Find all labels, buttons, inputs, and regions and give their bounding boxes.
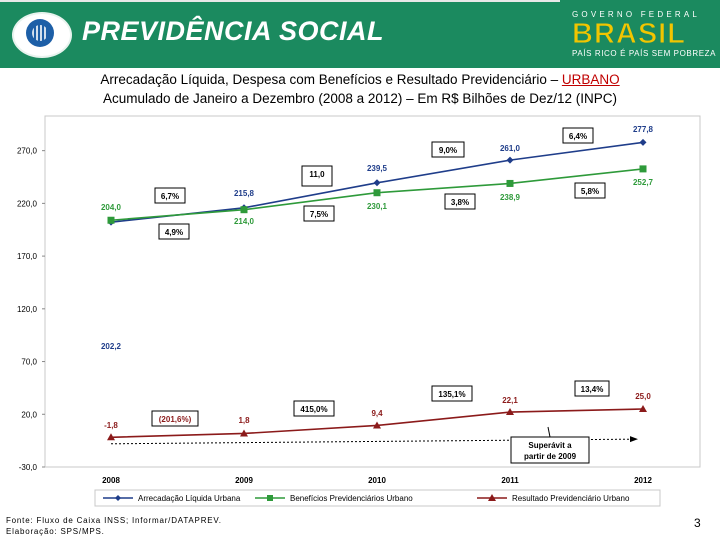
chart-subtitle: Acumulado de Janeiro a Dezembro (2008 a … xyxy=(102,91,617,106)
data-label-2-0: -1,8 xyxy=(104,421,118,430)
growth-box xyxy=(154,187,186,204)
legend-box xyxy=(94,489,661,507)
data-point-arrecadacao xyxy=(639,138,647,146)
footer-source: Fonte: Fluxo de Caixa INSS; Informar/DAT… xyxy=(6,516,222,525)
growth-box xyxy=(444,193,476,210)
header-bar: PREVIDÊNCIA SOCIAL GOVERNO FEDERAL BRASI… xyxy=(0,0,720,68)
growth-box xyxy=(574,182,606,199)
brand-title: PREVIDÊNCIA SOCIAL xyxy=(82,16,385,46)
data-point-beneficios xyxy=(639,165,647,173)
x-tick-label: 2012 xyxy=(634,476,652,485)
legend-label-0: Arrecadação Líquida Urbana xyxy=(138,494,241,503)
growth-box xyxy=(431,385,473,402)
x-tick-label: 2009 xyxy=(235,476,253,485)
chart-svg: -30,0 20,0 70,0 120,0 170,0 220,0 270,0 2008 200… xyxy=(17,115,701,507)
growth-box-label: 6,7% xyxy=(161,192,179,201)
trend-arrow-line xyxy=(110,438,633,445)
growth-box xyxy=(303,205,335,222)
y-tick-label: 220,0 xyxy=(17,199,38,208)
growth-box xyxy=(574,380,610,397)
legend-label-1: Benefícios Previdenciários Urbano xyxy=(290,494,413,503)
chart-title: Arrecadação Líquida, Despesa com Benefíc… xyxy=(0,72,720,87)
superavit-pointer xyxy=(547,426,551,438)
growth-box xyxy=(151,410,199,427)
growth-box xyxy=(301,165,333,187)
growth-box xyxy=(158,223,190,240)
data-label-2-2: 9,4 xyxy=(371,409,383,418)
growth-box-label: 3,8% xyxy=(451,198,469,207)
growth-box-label: (201,6%) xyxy=(159,415,192,424)
growth-box-label: 6,4% xyxy=(569,132,587,141)
legend-label-2: Resultado Previdenciário Urbano xyxy=(512,494,630,503)
data-label-0-4: 277,8 xyxy=(633,125,654,134)
data-point-resultado xyxy=(373,421,381,429)
growth-box-label: 9,0% xyxy=(439,146,457,155)
superavit-line-2: partir de 2009 xyxy=(524,452,577,461)
y-tick-label: 270,0 xyxy=(17,147,38,156)
data-label-2-3: 22,1 xyxy=(502,396,518,405)
x-tick-label: 2011 xyxy=(501,476,519,485)
data-point-resultado xyxy=(107,433,115,441)
data-label-2-4: 25,0 xyxy=(635,392,651,401)
growth-box-label: 11,0 xyxy=(309,170,325,179)
data-label-1-2: 230,1 xyxy=(367,202,388,211)
growth-box-label: 7,5% xyxy=(310,210,328,219)
data-point-resultado xyxy=(506,408,514,416)
gov-federal-label: GOVERNO FEDERAL xyxy=(572,10,701,19)
legend-marker-arrecadacao xyxy=(115,495,121,501)
plot-area xyxy=(44,115,701,468)
legend-marker-resultado xyxy=(488,494,496,501)
previdencia-logo-grid-icon xyxy=(26,19,54,47)
chart-title-highlight: URBANO xyxy=(561,72,620,87)
y-tick-label: 70,0 xyxy=(21,358,37,367)
growth-box-label: 4,9% xyxy=(165,228,183,237)
chart-title-prefix: Arrecadação Líquida, Despesa com Benefíc… xyxy=(100,72,562,87)
data-point-beneficios xyxy=(107,216,115,224)
y-tick-label: 20,0 xyxy=(21,410,37,419)
growth-box-label: 415,0% xyxy=(300,405,327,414)
data-point-beneficios xyxy=(373,189,381,197)
data-point-beneficios xyxy=(506,179,514,187)
data-point-arrecadacao xyxy=(506,156,514,164)
page-number: 3 xyxy=(694,516,701,530)
data-point-resultado xyxy=(639,405,647,413)
y-tick-label: -30,0 xyxy=(19,463,38,472)
data-label-2-1: 1,8 xyxy=(238,416,250,425)
y-tick-label: 170,0 xyxy=(17,252,38,261)
trend-arrowhead xyxy=(630,436,638,443)
growth-box xyxy=(431,141,465,158)
data-label-0-2: 239,5 xyxy=(367,164,388,173)
growth-box-label: 135,1% xyxy=(438,390,465,399)
data-point-beneficios xyxy=(240,206,248,214)
y-tick-label: 120,0 xyxy=(17,305,38,314)
data-point-resultado xyxy=(240,429,248,437)
gov-slogan: PAÍS RICO É PAÍS SEM POBREZA xyxy=(572,49,717,58)
data-label-1-4: 252,7 xyxy=(633,178,654,187)
superavit-line-1: Superávit a xyxy=(528,441,572,450)
x-tick-label: 2008 xyxy=(102,476,120,485)
data-label-1-3: 238,9 xyxy=(500,193,521,202)
header-stripe xyxy=(0,0,560,2)
footer-elaboration: Elaboração: SPS/MPS. xyxy=(6,527,105,536)
x-tick-label: 2010 xyxy=(368,476,386,485)
growth-box-label: 13,4% xyxy=(581,385,604,394)
data-label-1-1: 214,0 xyxy=(234,217,255,226)
legend-marker-beneficios xyxy=(267,495,273,501)
gov-brasil-logo: BRASIL xyxy=(572,18,686,51)
data-point-arrecadacao xyxy=(373,179,381,187)
data-label-0-1: 215,8 xyxy=(234,189,255,198)
growth-box-label: 5,8% xyxy=(581,187,599,196)
data-label-1-0: 204,0 xyxy=(101,203,122,212)
data-label-0-3: 261,0 xyxy=(500,144,521,153)
growth-box xyxy=(293,400,335,417)
data-label-0-0: 202,2 xyxy=(101,342,122,351)
growth-box xyxy=(562,127,594,144)
